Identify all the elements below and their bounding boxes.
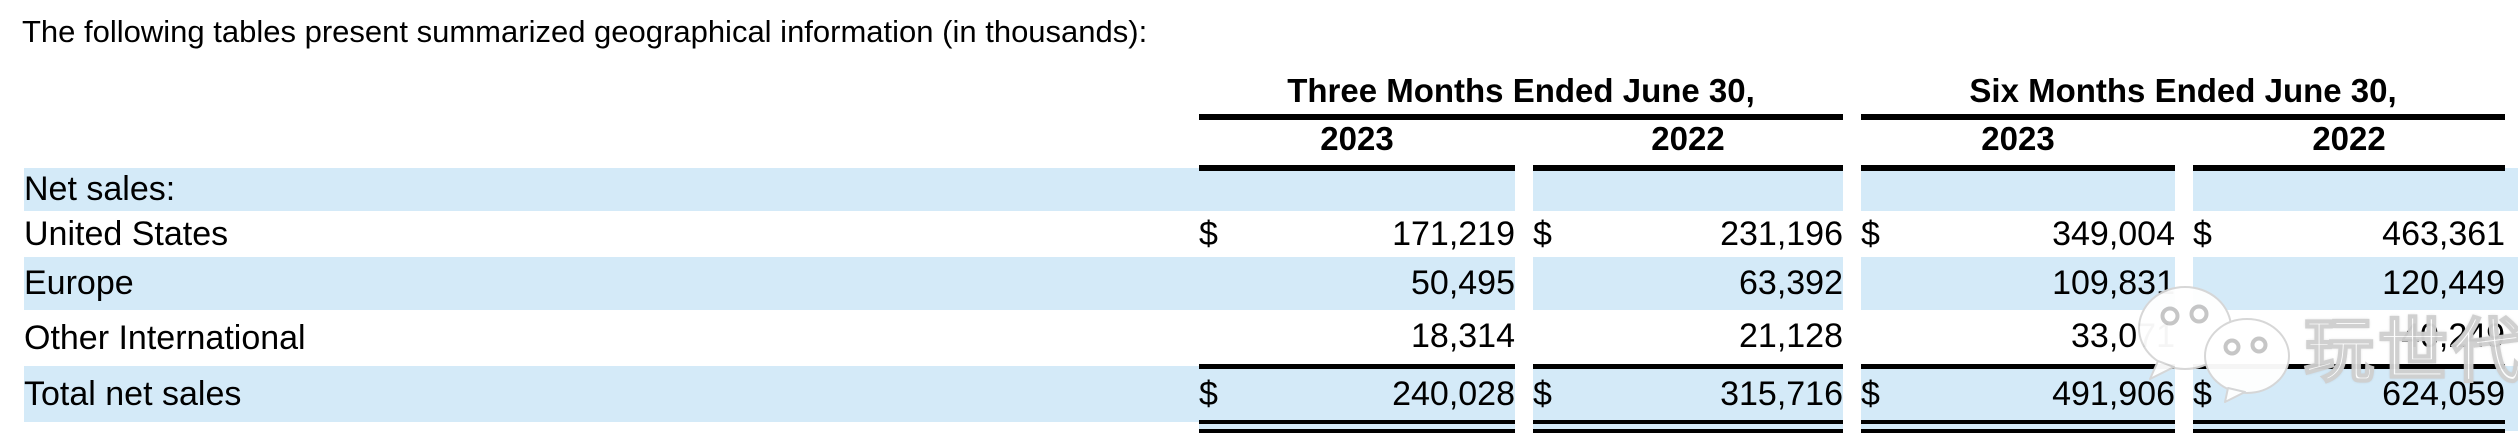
value-cell: 40,249 [2255,310,2506,369]
currency-cell: $ [1199,214,1218,253]
spacer-cell [1843,72,1861,117]
value-cell [1923,168,2175,211]
spacer-cell [2505,168,2518,211]
spacer-cell [2505,310,2518,366]
currency-cell [1199,257,1261,310]
geographical-info-table: Three Months Ended June 30, Six Months E… [24,72,2518,433]
row-label: Europe [24,257,1199,310]
value-cell: 109,831 [1923,257,2175,310]
spacer-cell [2505,257,2518,310]
value-cell [1595,168,1843,211]
spacer-cell [2175,211,2193,257]
value-cell: 18,314 [1261,310,1515,369]
value-cell: 463,361 [2382,214,2506,253]
section-header-label: Net sales: [24,168,1199,211]
double-rule-row [24,422,2518,433]
row-label: Total net sales [24,366,1199,422]
value-cell: 231,196 [1720,214,1843,253]
spacer-cell [1515,211,1533,257]
spacer-cell [2175,257,2193,310]
spacer-cell [2505,422,2518,431]
spacer-cell [2175,310,2193,366]
currency-cell [1199,168,1261,211]
double-underline [1533,422,1843,433]
row-label: United States [24,214,229,253]
currency-cell: $ [1533,366,1595,424]
year-header-3m-2022: 2022 [1533,117,1843,171]
currency-cell: $ [1533,214,1552,253]
table-row-europe: Europe 50,495 63,392 109,831 120,449 [24,257,2518,310]
spacer-cell [1843,257,1861,310]
value-cell: 171,219 [1392,214,1515,253]
spacer-cell [24,72,1199,117]
currency-cell [2193,310,2255,369]
spacer-cell [1843,310,1861,366]
year-header-3m-2023: 2023 [1199,117,1515,171]
spacer-cell [2175,422,2193,431]
spacer-cell [1515,257,1533,310]
currency-cell [1533,310,1595,369]
currency-cell: $ [1199,366,1261,424]
spacer-cell [24,117,1199,168]
spacer-cell [1515,422,1533,431]
currency-cell [1199,310,1261,369]
spacer-cell [2505,211,2518,257]
row-label: Other International [24,318,306,357]
table-row-united-states: United States $ 171,219 $ 231,196 $ 349,… [24,211,2518,257]
spacer-cell [2505,72,2518,117]
value-cell: 240,028 [1261,366,1515,424]
spacer-cell [2505,117,2518,168]
table-row-total-net-sales: Total net sales $ 240,028 $ 315,716 $ 49… [24,366,2518,424]
double-underline [2193,422,2506,433]
col-group-six-months: Six Months Ended June 30, [1861,72,2506,120]
currency-cell [2193,168,2255,211]
year-header-6m-2022: 2022 [2193,117,2506,171]
spacer-cell [1843,366,1861,422]
currency-cell [1861,168,1923,211]
value-cell: 315,716 [1595,366,1843,424]
intro-text: The following tables present summarized … [22,14,1148,49]
spacer-cell [2175,117,2193,168]
value-cell: 120,449 [2255,257,2506,310]
currency-cell: $ [1861,366,1923,424]
double-underline [1199,422,1515,433]
spacer-cell [24,422,1199,431]
double-underline [1861,422,2175,433]
spacer-cell [1515,117,1533,168]
value-cell: 33,071 [1923,310,2175,369]
currency-cell [1861,257,1923,310]
currency-cell [1533,257,1595,310]
value-cell [1261,168,1515,211]
spacer-cell [2505,366,2518,422]
spacer-cell [1843,117,1861,168]
currency-cell [1861,310,1923,369]
value-cell: 63,392 [1595,257,1843,310]
spacer-cell [1843,168,1861,211]
year-header-row: 2023 2022 2023 2022 [24,117,2518,171]
spacer-cell [2175,366,2193,422]
currency-cell: $ [1861,214,1880,253]
year-header-6m-2023: 2023 [1861,117,2175,171]
value-cell: 21,128 [1595,310,1843,369]
value-cell [2255,168,2506,211]
spacer-cell [1843,422,1861,431]
currency-cell [1533,168,1595,211]
spacer-cell [1515,310,1533,366]
value-cell: 349,004 [2052,214,2175,253]
spacer-cell [1843,211,1861,257]
col-group-three-months: Three Months Ended June 30, [1199,72,1843,120]
spacer-cell [2175,168,2193,211]
value-cell: 491,906 [1923,366,2175,424]
currency-cell [2193,257,2255,310]
value-cell: 50,495 [1261,257,1515,310]
value-cell: 624,059 [2255,366,2506,424]
spacer-cell [1515,168,1533,211]
period-header-row: Three Months Ended June 30, Six Months E… [24,72,2518,120]
currency-cell: $ [2193,366,2255,424]
table-row-other-international: Other International 18,314 21,128 33,071… [24,310,2518,369]
section-header-row: Net sales: [24,168,2518,211]
spacer-cell [1515,366,1533,422]
currency-cell: $ [2193,214,2212,253]
